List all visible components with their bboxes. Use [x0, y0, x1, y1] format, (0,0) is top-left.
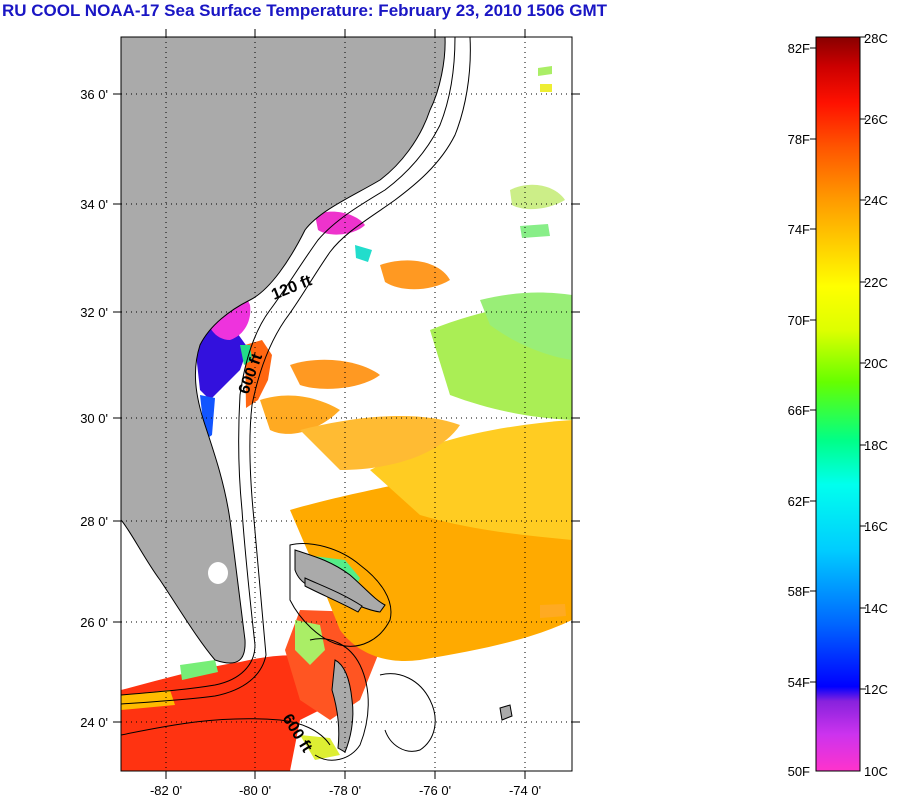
colorbar-f-label: 50F — [788, 764, 810, 779]
colorbar-f-label: 62F — [788, 494, 810, 509]
sst-patch — [510, 184, 565, 210]
temperature-colorbar: 82F 78F 74F 70F 66F 62F 58F 54F 50F 28C … — [788, 31, 888, 779]
colorbar-f-label: 66F — [788, 403, 810, 418]
longitude-labels: -82 0' -80 0' -78 0' -76 0' -74 0' — [150, 783, 541, 798]
contour-600ft — [121, 37, 471, 705]
sst-data-layer — [121, 66, 572, 771]
colorbar-f-label: 78F — [788, 132, 810, 147]
colorbar-f-label: 74F — [788, 222, 810, 237]
lon-label: -76 0' — [419, 783, 451, 798]
sst-patch — [260, 395, 340, 434]
sst-patch — [538, 66, 552, 76]
colorbar-c-label: 18C — [864, 438, 888, 453]
lat-label: 36 0' — [80, 87, 108, 102]
latitude-labels: 36 0' 34 0' 32 0' 30 0' 28 0' 26 0' 24 0… — [80, 87, 108, 730]
axis-ticks — [113, 29, 580, 779]
sst-warm-red-band — [121, 655, 340, 771]
colorbar-c-label: 14C — [864, 601, 888, 616]
contour-florida-straits — [121, 718, 331, 746]
sst-patch — [300, 415, 460, 470]
map-plot-area — [121, 37, 572, 771]
colorbar-c-label: 24C — [864, 193, 888, 208]
sst-patch — [540, 604, 566, 618]
sst-patch — [180, 660, 218, 680]
bathymetry-contours — [121, 37, 471, 761]
lat-label: 26 0' — [80, 615, 108, 630]
colorbar-c-label: 26C — [864, 112, 888, 127]
colorbar-f-label: 70F — [788, 313, 810, 328]
lat-label: 34 0' — [80, 197, 108, 212]
colorbar-f-label: 58F — [788, 584, 810, 599]
contour-bahamas — [289, 543, 392, 647]
colorbar-c-label: 12C — [864, 682, 888, 697]
land-abaco — [304, 577, 363, 613]
lat-label: 24 0' — [80, 715, 108, 730]
graticule — [121, 37, 572, 771]
sst-green-field-2 — [480, 292, 572, 360]
lon-label: -78 0' — [329, 783, 361, 798]
colorbar-c-label: 20C — [864, 356, 888, 371]
sst-patch — [240, 345, 252, 365]
lon-label: -74 0' — [509, 783, 541, 798]
sst-patch — [380, 260, 450, 290]
land-island — [499, 704, 513, 721]
colorbar-c-label: 10C — [864, 764, 888, 779]
colorbar-f-label: 54F — [788, 675, 810, 690]
land-layer — [121, 37, 513, 753]
colorbar-c-label: 22C — [864, 275, 888, 290]
lake-okeechobee — [208, 562, 228, 584]
lat-label: 28 0' — [80, 514, 108, 529]
land-andros — [331, 659, 354, 753]
lat-label: 30 0' — [80, 411, 108, 426]
colorbar-c-label: 28C — [864, 31, 888, 46]
lon-label: -82 0' — [150, 783, 182, 798]
colorbar-c-label: 16C — [864, 519, 888, 534]
sst-patch — [355, 245, 372, 262]
land-us-southeast-coast — [121, 37, 446, 664]
sst-cold-magenta-2 — [315, 211, 365, 235]
map-title: RU COOL NOAA-17 Sea Surface Temperature:… — [2, 1, 607, 20]
colorbar-gradient — [815, 36, 861, 772]
sst-patch — [295, 620, 325, 665]
sst-patch — [520, 224, 550, 238]
sst-patch — [540, 84, 552, 92]
colorbar-f-label: 82F — [788, 41, 810, 56]
lon-label: -80 0' — [239, 783, 271, 798]
contour-andros-bank — [309, 638, 369, 761]
lat-label: 32 0' — [80, 305, 108, 320]
contour-exumas — [379, 673, 436, 752]
contour-120ft — [121, 37, 456, 696]
sst-patch — [300, 735, 340, 760]
map-frame — [120, 36, 573, 772]
sst-cold-blue — [195, 325, 248, 400]
sst-patch — [121, 690, 175, 710]
sst-patch — [290, 359, 380, 389]
